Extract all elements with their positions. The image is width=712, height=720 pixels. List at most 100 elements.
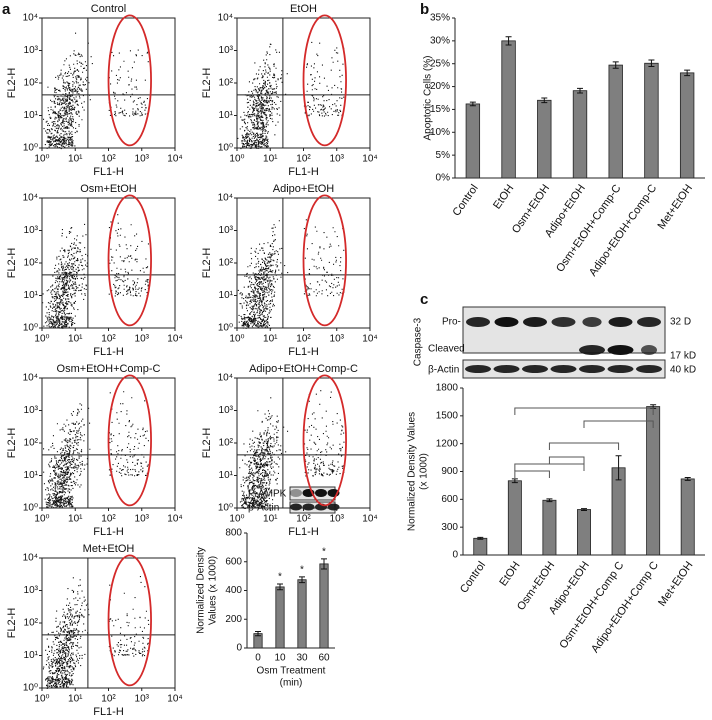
blot-label: 32 D bbox=[670, 317, 691, 328]
gate-ellipse bbox=[107, 194, 152, 327]
error-bar bbox=[299, 576, 305, 584]
blot-band bbox=[290, 489, 302, 497]
y-tick-label: 1800 bbox=[436, 383, 459, 394]
event-dots bbox=[42, 214, 149, 329]
panel-label: a bbox=[2, 1, 11, 18]
y-tick-label: 35% bbox=[430, 13, 450, 24]
blot-band bbox=[302, 503, 315, 511]
error-bar bbox=[684, 477, 691, 481]
y-tick-label: 400 bbox=[225, 585, 242, 596]
y-tick-label: 10⁴ bbox=[23, 553, 38, 564]
bar bbox=[297, 579, 307, 649]
significance-label: * bbox=[278, 572, 282, 583]
bracket bbox=[514, 407, 654, 415]
plot-title: Osm+EtOH+Comp-C bbox=[57, 363, 161, 375]
blot-band bbox=[522, 365, 548, 373]
x-axis-label: FL1-H bbox=[288, 526, 319, 538]
x-tick-label: Osm+EtOH+Comp-C bbox=[554, 182, 623, 274]
bracket bbox=[514, 463, 585, 471]
x-tick-label: 10¹ bbox=[68, 154, 83, 165]
blot-label: β-Actin bbox=[428, 365, 459, 376]
bar bbox=[680, 478, 695, 556]
x-tick-label: 10² bbox=[101, 694, 116, 705]
y-tick-label: 10³ bbox=[24, 405, 39, 416]
x-tick-label: Control bbox=[451, 183, 481, 219]
bar bbox=[611, 467, 626, 556]
event-dots bbox=[237, 41, 345, 150]
y-tick-label: 0 bbox=[236, 643, 242, 654]
blot-frame bbox=[462, 306, 666, 354]
blot-band bbox=[636, 365, 662, 373]
x-tick-label: 10⁴ bbox=[167, 154, 182, 165]
y-tick-label: 10⁴ bbox=[218, 193, 233, 204]
x-tick-label: 10⁰ bbox=[34, 334, 49, 345]
panel-label: c bbox=[420, 291, 428, 308]
bar bbox=[608, 64, 623, 179]
blot-band bbox=[607, 365, 634, 373]
blot-band bbox=[493, 365, 520, 373]
bracket bbox=[583, 420, 654, 428]
y-tick-label: 10¹ bbox=[219, 110, 234, 121]
blot-band bbox=[637, 317, 661, 327]
y-tick-label: 15% bbox=[430, 104, 450, 115]
plot-title: EtOH bbox=[290, 3, 317, 15]
bar bbox=[473, 537, 488, 556]
x-tick-label: 10³ bbox=[330, 154, 345, 165]
y-tick-label: 10⁰ bbox=[23, 143, 38, 154]
x-tick-label: 10⁰ bbox=[34, 694, 49, 705]
x-tick-label: 10³ bbox=[135, 154, 150, 165]
x-tick-label: 10⁴ bbox=[362, 514, 377, 525]
x-tick-label: 10⁰ bbox=[229, 154, 244, 165]
y-tick-label: 10¹ bbox=[24, 110, 39, 121]
y-tick-label: 200 bbox=[225, 614, 242, 625]
x-tick-label: 10⁴ bbox=[167, 694, 182, 705]
x-tick-label: 10⁰ bbox=[229, 334, 244, 345]
x-tick-label: 10² bbox=[101, 154, 116, 165]
x-tick-label: 60 bbox=[318, 653, 330, 664]
y-axis-label: FL2-H bbox=[6, 68, 18, 99]
error-bar bbox=[577, 87, 583, 94]
y-tick-label: 10³ bbox=[219, 45, 234, 56]
y-tick-label: 10³ bbox=[24, 45, 39, 56]
y-tick-label: 10⁰ bbox=[218, 143, 233, 154]
plot-title: Osm+EtOH bbox=[80, 183, 137, 195]
blot-band bbox=[608, 317, 633, 327]
y-tick-label: 10⁰ bbox=[218, 323, 233, 334]
y-tick-label: 0 bbox=[452, 550, 458, 561]
blot-label: Pro- bbox=[442, 317, 461, 328]
error-bar bbox=[255, 630, 261, 637]
blot-band bbox=[641, 345, 657, 355]
y-tick-label: 10¹ bbox=[24, 290, 39, 301]
y-tick-label: 10⁰ bbox=[23, 503, 38, 514]
bracket bbox=[514, 470, 550, 478]
x-tick-label: Control bbox=[458, 560, 488, 596]
y-tick-label: 300 bbox=[441, 522, 458, 533]
x-tick-label: 30 bbox=[296, 653, 308, 664]
x-axis-label: FL1-H bbox=[93, 166, 124, 178]
event-dots bbox=[43, 391, 150, 509]
y-tick-label: 10² bbox=[219, 78, 234, 89]
error-bar bbox=[477, 536, 484, 540]
blot-label: Caspase-3 bbox=[413, 317, 424, 366]
y-tick-label: 10⁰ bbox=[218, 503, 233, 514]
x-tick-label: 10³ bbox=[330, 514, 345, 525]
blot-band bbox=[315, 489, 327, 497]
x-tick-label: 10⁰ bbox=[34, 514, 49, 525]
x-tick-label: 10¹ bbox=[263, 514, 278, 525]
blot-label: 40 kD bbox=[670, 365, 696, 376]
x-tick-label: 10² bbox=[101, 514, 116, 525]
x-tick-label: 10² bbox=[296, 334, 311, 345]
x-axis-label: FL1-H bbox=[93, 346, 124, 358]
x-tick-label: 10² bbox=[296, 154, 311, 165]
y-tick-label: 10² bbox=[24, 618, 39, 629]
error-bar bbox=[541, 97, 548, 104]
error-bar bbox=[277, 583, 283, 591]
error-bar bbox=[505, 36, 512, 46]
y-axis-label: Normalized Density bbox=[196, 547, 207, 634]
x-tick-label: 10⁰ bbox=[34, 154, 49, 165]
gate-ellipse bbox=[302, 14, 347, 147]
significance-label: * bbox=[300, 564, 304, 575]
event-dots bbox=[42, 576, 150, 689]
plot-title: Adipo+EtOH bbox=[273, 183, 335, 195]
error-bar bbox=[511, 478, 518, 484]
